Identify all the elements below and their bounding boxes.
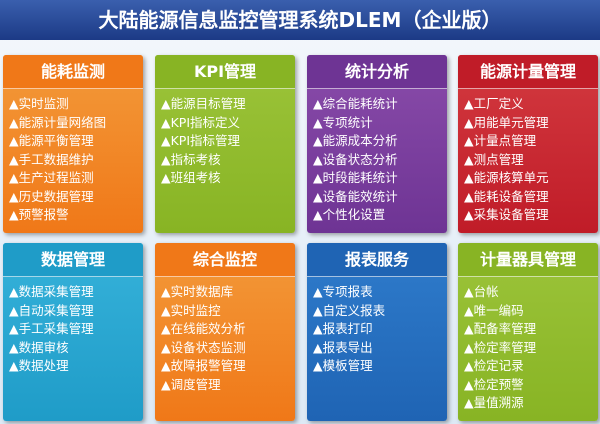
module-panel: 数据管理 ▲数据采集管理 ▲自动采集管理 ▲手工采集管理 ▲数据审核 ▲数据处理 [3, 243, 143, 421]
item-list: ▲能源目标管理 ▲KPI指标定义 ▲KPI指标管理 ▲指标考核 ▲班组考核 [155, 89, 295, 188]
title-bar: 大陆能源信息监控管理系统DLEM（企业版） [0, 0, 600, 40]
menu-item[interactable]: ▲能源计量网络图 [9, 114, 107, 130]
module-panel: 能耗监测 ▲实时监测 ▲能源计量网络图 ▲能源平衡管理 ▲手工数据维护 ▲生产过程监测 ▲历… [3, 55, 143, 233]
menu-item[interactable]: ▲设备状态分析 [313, 151, 398, 167]
item-list: ▲专项报表 ▲自定义报表 ▲报表打印 ▲报表导出 ▲模板管理 [307, 277, 447, 376]
menu-item[interactable]: ▲手工数据维护 [9, 151, 94, 167]
menu-item[interactable]: ▲采集设备管理 [464, 207, 549, 222]
panel-header: 能源计量管理 [458, 55, 598, 89]
menu-item[interactable]: ▲实时监测 [9, 96, 69, 111]
menu-item[interactable]: ▲检定记录 [464, 358, 524, 373]
menu-item[interactable]: ▲综合能耗统计 [313, 96, 398, 111]
menu-item[interactable]: ▲时段能耗统计 [313, 170, 398, 185]
menu-item[interactable]: ▲能耗设备管理 [464, 188, 549, 204]
panel-header: 报表服务 [307, 243, 447, 277]
menu-item[interactable]: ▲报表导出 [313, 339, 373, 355]
menu-item[interactable]: ▲数据采集管理 [9, 284, 94, 299]
menu-item[interactable]: ▲实时数据库 [161, 284, 234, 299]
panel-header: 计量器具管理 [458, 243, 598, 277]
menu-item[interactable]: ▲能源目标管理 [161, 96, 246, 111]
menu-item[interactable]: ▲预警报警 [9, 207, 69, 222]
module-panel: 计量器具管理 ▲台帐 ▲唯一编码 ▲配备率管理 ▲检定率管理 ▲检定记录 ▲检定预警 ▲量值溯… [458, 243, 598, 421]
menu-item[interactable]: ▲用能单元管理 [464, 114, 549, 130]
menu-item[interactable]: ▲检定率管理 [464, 339, 537, 355]
item-list: ▲实时数据库 ▲实时监控 ▲在线能效分析 ▲设备状态监测 ▲故障报警管理 ▲调度管理 [155, 277, 295, 394]
panel-header: 数据管理 [3, 243, 143, 277]
menu-item[interactable]: ▲计量点管理 [464, 133, 537, 148]
menu-item[interactable]: ▲工厂定义 [464, 96, 524, 111]
menu-item[interactable]: ▲能源核算单元 [464, 170, 549, 185]
menu-item[interactable]: ▲能源平衡管理 [9, 133, 94, 148]
menu-item[interactable]: ▲班组考核 [161, 170, 221, 185]
module-panel: 统计分析 ▲综合能耗统计 ▲专项统计 ▲能源成本分析 ▲设备状态分析 ▲时段能耗统计 ▲设备… [307, 55, 447, 233]
item-list: ▲综合能耗统计 ▲专项统计 ▲能源成本分析 ▲设备状态分析 ▲时段能耗统计 ▲设备能效统计… [307, 89, 447, 225]
menu-item[interactable]: ▲能源成本分析 [313, 133, 398, 148]
item-list: ▲工厂定义 ▲用能单元管理 ▲计量点管理 ▲测点管理 ▲能源核算单元 ▲能耗设备管理 ▲采集… [458, 89, 598, 225]
menu-item[interactable]: ▲模板管理 [313, 358, 373, 373]
menu-item[interactable]: ▲在线能效分析 [161, 321, 246, 336]
menu-item[interactable]: ▲台帐 [464, 284, 499, 299]
item-list: ▲实时监测 ▲能源计量网络图 ▲能源平衡管理 ▲手工数据维护 ▲生产过程监测 ▲历史数据管… [3, 89, 143, 225]
menu-item[interactable]: ▲KPI指标管理 [161, 133, 241, 148]
menu-item[interactable]: ▲报表打印 [313, 321, 373, 336]
menu-item[interactable]: ▲调度管理 [161, 376, 221, 392]
menu-item[interactable]: ▲量值溯源 [464, 395, 524, 410]
menu-item[interactable]: ▲故障报警管理 [161, 358, 246, 373]
menu-item[interactable]: ▲自定义报表 [313, 302, 386, 318]
panel-header: KPI管理 [155, 55, 295, 89]
menu-item[interactable]: ▲设备状态监测 [161, 339, 246, 355]
menu-item[interactable]: ▲数据审核 [9, 339, 69, 355]
item-list: ▲台帐 ▲唯一编码 ▲配备率管理 ▲检定率管理 ▲检定记录 ▲检定预警 ▲量值溯源 [458, 277, 598, 413]
menu-item[interactable]: ▲个性化设置 [313, 207, 386, 222]
menu-item[interactable]: ▲专项统计 [313, 114, 373, 130]
menu-item[interactable]: ▲生产过程监测 [9, 170, 94, 185]
menu-item[interactable]: ▲历史数据管理 [9, 188, 94, 204]
menu-item[interactable]: ▲配备率管理 [464, 321, 537, 336]
menu-item[interactable]: ▲设备能效统计 [313, 188, 398, 204]
item-list: ▲数据采集管理 ▲自动采集管理 ▲手工采集管理 ▲数据审核 ▲数据处理 [3, 277, 143, 376]
panel-header: 统计分析 [307, 55, 447, 89]
module-panel: 报表服务 ▲专项报表 ▲自定义报表 ▲报表打印 ▲报表导出 ▲模板管理 [307, 243, 447, 421]
module-panel: 综合监控 ▲实时数据库 ▲实时监控 ▲在线能效分析 ▲设备状态监测 ▲故障报警管理 ▲调度管… [155, 243, 295, 421]
menu-item[interactable]: ▲数据处理 [9, 358, 69, 373]
menu-item[interactable]: ▲手工采集管理 [9, 321, 94, 336]
menu-item[interactable]: ▲自动采集管理 [9, 302, 94, 318]
menu-item[interactable]: ▲检定预警 [464, 376, 524, 392]
menu-item[interactable]: ▲专项报表 [313, 284, 373, 299]
menu-item[interactable]: ▲指标考核 [161, 151, 221, 167]
menu-item[interactable]: ▲唯一编码 [464, 302, 524, 318]
panel-header: 综合监控 [155, 243, 295, 277]
menu-item[interactable]: ▲测点管理 [464, 151, 524, 167]
module-panel: KPI管理 ▲能源目标管理 ▲KPI指标定义 ▲KPI指标管理 ▲指标考核 ▲班组考核 [155, 55, 295, 233]
menu-item[interactable]: ▲KPI指标定义 [161, 114, 241, 130]
panel-header: 能耗监测 [3, 55, 143, 89]
menu-item[interactable]: ▲实时监控 [161, 302, 221, 318]
module-panel: 能源计量管理 ▲工厂定义 ▲用能单元管理 ▲计量点管理 ▲测点管理 ▲能源核算单元 ▲能耗设… [458, 55, 598, 233]
